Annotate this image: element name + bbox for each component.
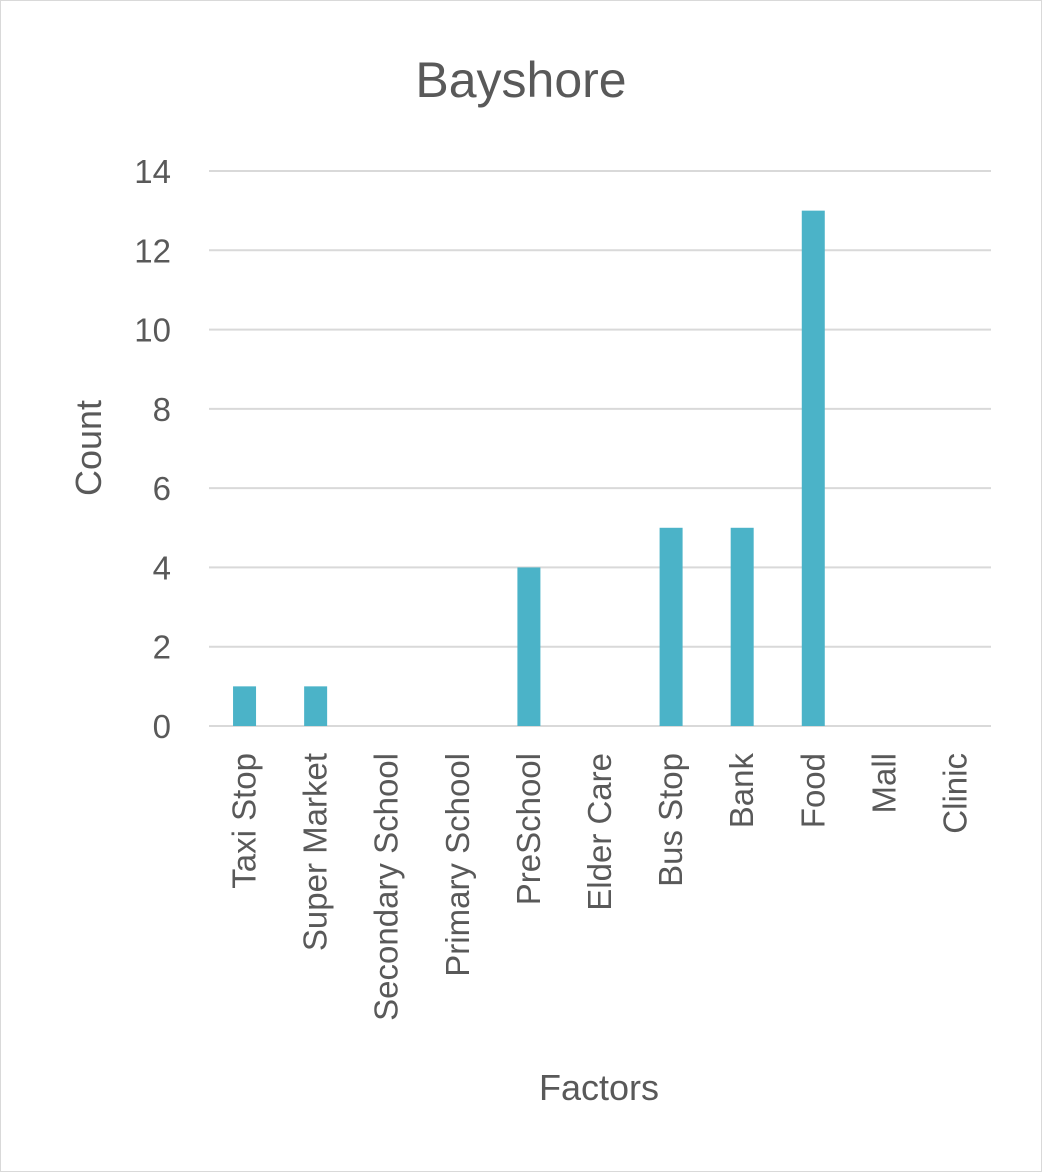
y-axis-title: Count <box>68 400 109 496</box>
x-tick-label: Clinic <box>936 753 973 834</box>
y-tick-label: 12 <box>134 232 171 269</box>
bar-super-market <box>304 686 328 726</box>
x-axis-title: Factors <box>539 1067 659 1108</box>
x-tick-label: Bank <box>723 753 760 829</box>
y-tick-label: 14 <box>134 153 171 190</box>
x-tick-label: Primary School <box>439 753 476 977</box>
y-axis-tick-labels: 0 2 4 6 8 10 12 14 <box>134 153 171 745</box>
bar-taxi-stop <box>233 686 257 726</box>
x-tick-label: Secondary School <box>368 753 405 1021</box>
y-tick-label: 2 <box>153 629 171 666</box>
gridlines <box>209 170 991 727</box>
x-tick-label: PreSchool <box>510 753 547 905</box>
x-axis-tick-labels: Taxi Stop Super Market Secondary School Pri… <box>226 753 974 1021</box>
x-tick-label: Mall <box>865 753 902 814</box>
y-tick-label: 10 <box>134 312 171 349</box>
x-tick-label: Taxi Stop <box>226 753 263 889</box>
chart-title: Bayshore <box>415 52 626 108</box>
x-tick-label: Bus Stop <box>652 753 689 887</box>
x-tick-label: Elder Care <box>581 753 618 911</box>
y-tick-label: 4 <box>153 549 171 586</box>
x-tick-label: Super Market <box>297 753 334 951</box>
y-tick-label: 0 <box>153 708 171 745</box>
x-tick-label: Food <box>794 753 831 828</box>
bar-food <box>801 210 825 727</box>
bars <box>233 210 825 727</box>
y-tick-label: 8 <box>153 391 171 428</box>
y-tick-label: 6 <box>153 470 171 507</box>
bar-bus-stop <box>659 527 683 726</box>
bar-bank <box>730 527 754 726</box>
bar-preschool <box>517 567 541 726</box>
